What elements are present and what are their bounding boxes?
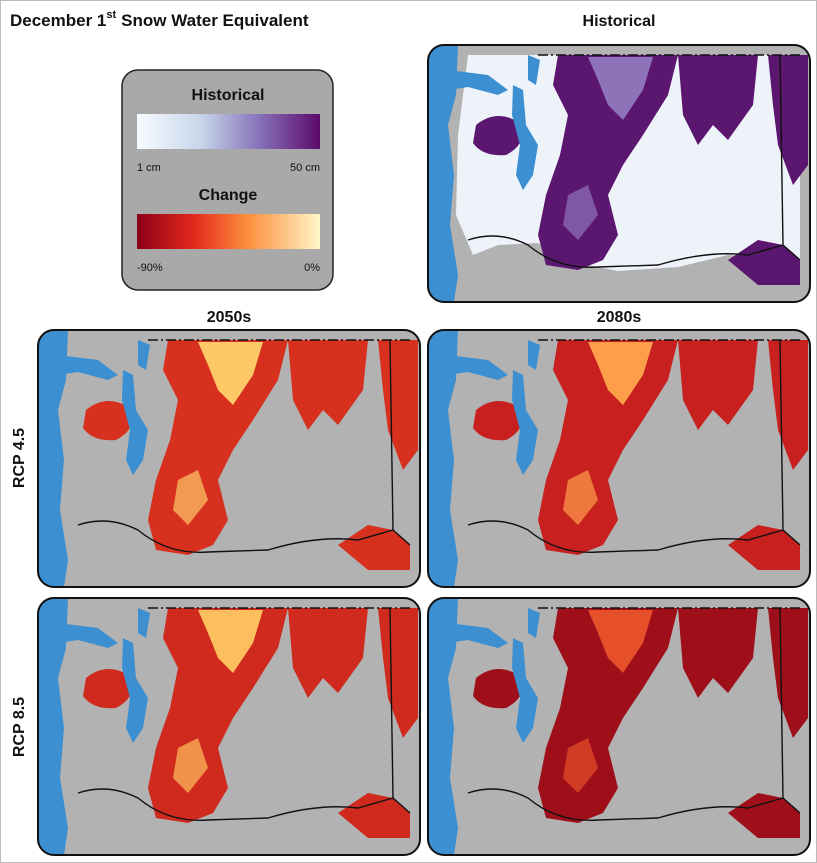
figure: December 1st Snow Water Equivalent Histor… [0, 0, 817, 863]
column-title: 2080s [597, 309, 642, 326]
legend-label: 50 cm [290, 162, 320, 174]
legend: Historical 1 cm 50 cm Change -90% 0% [122, 70, 333, 290]
map-rcp45-2080s [428, 330, 810, 587]
map-rcp85-2080s [428, 598, 810, 855]
figure-title: December 1st Snow Water Equivalent [10, 9, 309, 31]
column-title: 2050s [207, 309, 252, 326]
map-rcp45-2050s [38, 330, 420, 587]
title-rest: Snow Water Equivalent [121, 11, 309, 30]
colorbar [137, 114, 320, 149]
legend-title: Change [199, 187, 258, 204]
legend-label: 1 cm [137, 162, 161, 174]
panel-title: Historical [583, 13, 656, 30]
legend-label: -90% [137, 262, 163, 274]
row-title: RCP 4.5 [11, 428, 28, 488]
map-rcp85-2050s [38, 598, 420, 855]
row-title: RCP 8.5 [11, 697, 28, 757]
map-historical [428, 45, 810, 302]
colorbar [137, 214, 320, 249]
title-superscript: st [106, 9, 116, 21]
legend-title: Historical [192, 87, 265, 104]
legend-label: 0% [304, 262, 320, 274]
title-main: December 1 [10, 11, 106, 30]
